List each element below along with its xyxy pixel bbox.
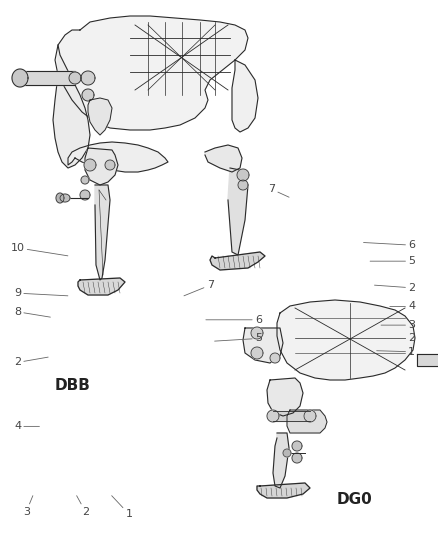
Polygon shape <box>283 449 291 457</box>
Text: 6: 6 <box>364 240 415 250</box>
Polygon shape <box>78 278 125 295</box>
Text: 3: 3 <box>23 496 33 516</box>
Polygon shape <box>251 347 263 359</box>
Polygon shape <box>80 190 90 200</box>
Polygon shape <box>82 89 94 101</box>
Polygon shape <box>417 354 438 366</box>
Text: 7: 7 <box>268 184 289 197</box>
Text: 4: 4 <box>14 422 39 431</box>
Polygon shape <box>237 169 249 181</box>
Polygon shape <box>277 300 415 380</box>
Polygon shape <box>81 71 95 85</box>
Polygon shape <box>69 72 81 84</box>
Polygon shape <box>95 185 110 280</box>
Text: 5: 5 <box>215 334 262 343</box>
Text: 2: 2 <box>370 334 415 343</box>
Text: 4: 4 <box>390 302 415 311</box>
Polygon shape <box>55 16 248 130</box>
Polygon shape <box>304 410 316 422</box>
Text: DG0: DG0 <box>337 492 373 507</box>
Text: 1: 1 <box>112 496 133 519</box>
Text: 2: 2 <box>77 496 89 516</box>
Polygon shape <box>85 148 118 185</box>
Text: DBB: DBB <box>55 377 91 392</box>
Text: 8: 8 <box>14 307 50 317</box>
Polygon shape <box>205 145 242 172</box>
Text: 9: 9 <box>14 288 68 298</box>
Polygon shape <box>210 252 265 270</box>
Polygon shape <box>273 411 310 421</box>
Polygon shape <box>105 160 115 170</box>
Polygon shape <box>53 45 90 168</box>
Polygon shape <box>243 328 283 363</box>
Polygon shape <box>238 180 248 190</box>
Polygon shape <box>273 433 289 488</box>
Polygon shape <box>251 327 263 339</box>
Polygon shape <box>88 98 112 135</box>
Polygon shape <box>12 69 28 87</box>
Text: 2: 2 <box>14 357 48 367</box>
Polygon shape <box>60 194 70 202</box>
Polygon shape <box>287 410 327 433</box>
Polygon shape <box>270 353 280 363</box>
Polygon shape <box>232 60 258 132</box>
Polygon shape <box>228 168 248 255</box>
Text: 7: 7 <box>184 280 214 296</box>
Text: 1: 1 <box>377 347 415 357</box>
Polygon shape <box>267 410 279 422</box>
Polygon shape <box>56 193 64 203</box>
Polygon shape <box>81 176 89 184</box>
Polygon shape <box>292 453 302 463</box>
Text: 5: 5 <box>370 256 415 266</box>
Text: 10: 10 <box>11 243 68 256</box>
Text: 6: 6 <box>206 315 262 325</box>
Polygon shape <box>20 71 75 85</box>
Polygon shape <box>292 441 302 451</box>
Text: 2: 2 <box>374 283 415 293</box>
Polygon shape <box>84 159 96 171</box>
Polygon shape <box>257 483 310 498</box>
Polygon shape <box>267 378 303 416</box>
Text: 3: 3 <box>381 320 415 330</box>
Polygon shape <box>68 142 168 172</box>
